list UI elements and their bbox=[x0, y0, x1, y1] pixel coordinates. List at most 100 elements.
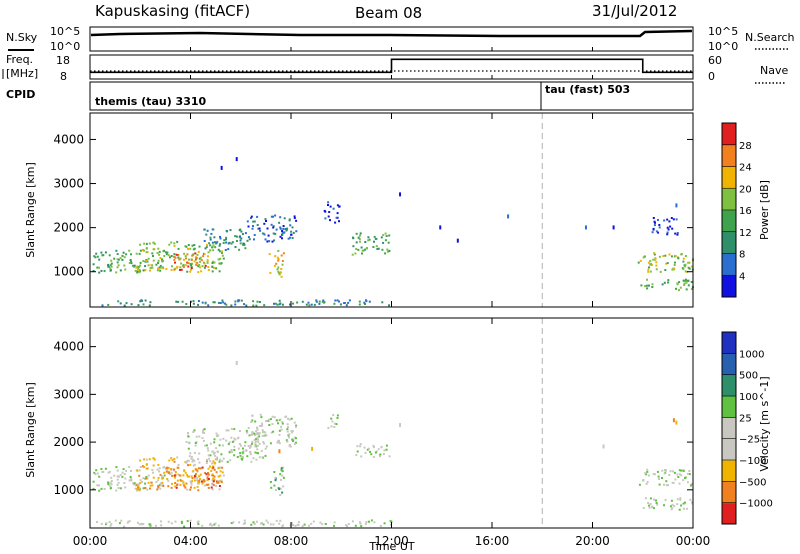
range-cell bbox=[226, 230, 229, 233]
range-cell bbox=[100, 269, 103, 272]
range-cell bbox=[201, 301, 204, 304]
range-cell bbox=[187, 244, 190, 246]
range-cell bbox=[250, 217, 252, 219]
range-cell bbox=[103, 270, 106, 273]
range-cell bbox=[290, 430, 293, 433]
range-cell bbox=[197, 458, 200, 461]
range-cell bbox=[141, 481, 143, 484]
range-cell bbox=[284, 228, 287, 230]
range-cell bbox=[149, 301, 152, 304]
range-cell bbox=[175, 486, 178, 489]
range-cell bbox=[186, 270, 189, 273]
range-cell bbox=[346, 525, 349, 528]
colorbar-segment bbox=[722, 502, 736, 525]
range-cell bbox=[647, 502, 650, 504]
range-cell bbox=[672, 470, 674, 473]
range-cell bbox=[684, 501, 686, 504]
range-cell bbox=[190, 268, 192, 271]
range-cell bbox=[652, 473, 655, 476]
range-cell bbox=[263, 233, 266, 236]
range-cell bbox=[676, 473, 679, 476]
range-cell bbox=[254, 445, 257, 448]
range-cell bbox=[216, 456, 219, 459]
range-cell bbox=[152, 476, 155, 479]
range-cell bbox=[373, 240, 375, 243]
range-cell bbox=[225, 241, 228, 244]
range-cell bbox=[230, 427, 233, 430]
range-cell bbox=[184, 255, 187, 258]
range-cell bbox=[324, 523, 327, 525]
range-cell bbox=[170, 241, 173, 244]
range-cell bbox=[277, 266, 280, 269]
range-cell bbox=[668, 474, 671, 476]
range-cell bbox=[128, 520, 131, 523]
range-cell bbox=[379, 525, 382, 527]
range-cell bbox=[690, 483, 693, 485]
range-cell bbox=[385, 235, 388, 237]
range-cell bbox=[265, 445, 268, 448]
range-cell bbox=[658, 483, 661, 486]
range-cell bbox=[160, 520, 162, 523]
range-cell bbox=[225, 303, 228, 306]
range-cell bbox=[169, 256, 171, 259]
range-cell bbox=[647, 284, 650, 287]
range-cell bbox=[193, 474, 196, 477]
range-cell bbox=[295, 424, 298, 427]
range-cell bbox=[93, 255, 96, 258]
range-cell bbox=[177, 466, 180, 469]
range-cell bbox=[255, 304, 258, 307]
range-cell bbox=[287, 417, 289, 420]
range-cell bbox=[383, 522, 386, 525]
range-cell bbox=[98, 266, 100, 269]
range-cell bbox=[308, 524, 310, 527]
range-cell bbox=[187, 432, 189, 434]
range-cell bbox=[178, 258, 181, 261]
range-cell bbox=[219, 470, 222, 473]
range-cell bbox=[675, 287, 677, 290]
range-cell bbox=[280, 478, 282, 481]
range-cell bbox=[217, 258, 220, 261]
range-cell bbox=[217, 481, 220, 484]
range-cell bbox=[253, 523, 256, 525]
colorbar-segment bbox=[722, 166, 736, 189]
colorbar-tick-label: −500 bbox=[739, 477, 766, 488]
range-cell bbox=[275, 489, 277, 491]
range-cell bbox=[287, 237, 290, 240]
range-cell bbox=[189, 480, 192, 483]
range-cell bbox=[133, 482, 136, 485]
range-cell bbox=[123, 256, 126, 259]
range-cell bbox=[294, 442, 296, 445]
range-cell bbox=[260, 449, 263, 452]
range-cell bbox=[244, 232, 247, 235]
range-cell bbox=[255, 520, 258, 523]
range-cell bbox=[283, 231, 286, 234]
range-cell bbox=[123, 304, 126, 307]
range-cell bbox=[339, 303, 342, 306]
range-cell bbox=[211, 462, 214, 465]
range-cell bbox=[244, 521, 246, 524]
range-cell bbox=[218, 262, 221, 265]
range-cell bbox=[211, 262, 214, 264]
range-cell bbox=[658, 478, 661, 480]
range-cell bbox=[213, 468, 216, 471]
range-cell bbox=[267, 234, 270, 237]
range-cell bbox=[190, 475, 193, 478]
range-cell bbox=[674, 478, 677, 481]
range-cell bbox=[268, 418, 271, 421]
range-cell bbox=[206, 459, 208, 462]
range-cell bbox=[270, 431, 273, 434]
range-cell bbox=[683, 282, 686, 285]
range-cell bbox=[439, 225, 442, 230]
range-cell bbox=[351, 520, 354, 523]
range-cell bbox=[260, 416, 263, 419]
range-cell bbox=[216, 481, 219, 484]
range-cell bbox=[286, 428, 289, 431]
range-cell bbox=[138, 474, 141, 477]
range-cell bbox=[682, 257, 685, 260]
range-cell bbox=[175, 253, 178, 256]
range-cell bbox=[158, 467, 161, 470]
range-cell bbox=[668, 253, 671, 256]
range-cell bbox=[251, 227, 254, 230]
range-cell bbox=[278, 439, 280, 442]
range-cell bbox=[333, 524, 335, 527]
